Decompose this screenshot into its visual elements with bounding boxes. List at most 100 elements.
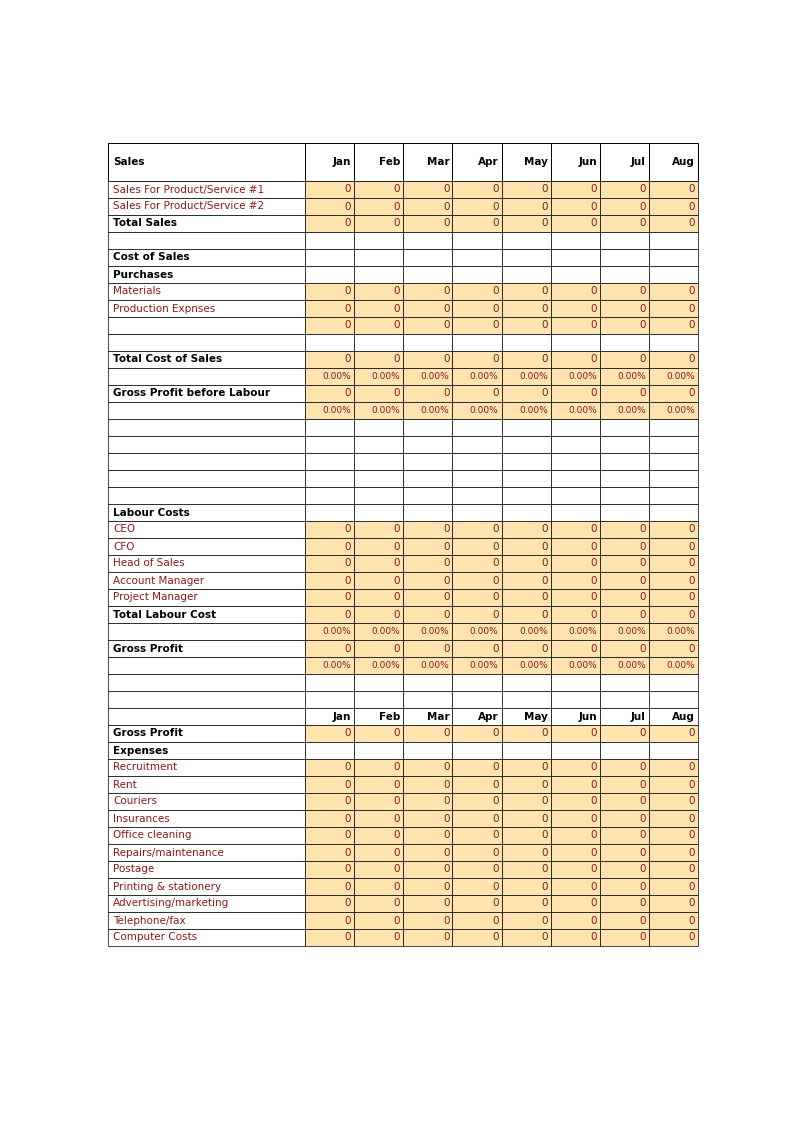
Text: 0: 0: [688, 592, 695, 602]
Text: 0.00%: 0.00%: [617, 406, 646, 415]
Bar: [108, 725, 305, 742]
Text: Sales: Sales: [113, 157, 145, 167]
Bar: [502, 232, 551, 250]
Bar: [649, 232, 698, 250]
Text: 0: 0: [590, 864, 597, 874]
Bar: [599, 674, 649, 691]
Bar: [599, 386, 649, 402]
Text: 0: 0: [541, 933, 548, 943]
Bar: [452, 368, 502, 386]
Bar: [502, 215, 551, 232]
Bar: [502, 402, 551, 419]
Bar: [305, 250, 354, 266]
Text: 0: 0: [590, 184, 597, 194]
Text: 0: 0: [344, 592, 351, 602]
Text: 0: 0: [344, 728, 351, 738]
Bar: [649, 487, 698, 504]
Bar: [649, 555, 698, 572]
Bar: [452, 810, 502, 827]
Text: 0.00%: 0.00%: [617, 372, 646, 381]
Bar: [403, 538, 452, 555]
Text: 0: 0: [443, 575, 449, 586]
Bar: [108, 317, 305, 334]
Bar: [452, 658, 502, 674]
Bar: [354, 232, 403, 250]
Text: 0: 0: [541, 644, 548, 653]
Bar: [403, 250, 452, 266]
Text: 0: 0: [688, 831, 695, 841]
Bar: [108, 878, 305, 895]
Bar: [452, 930, 502, 946]
Bar: [108, 658, 305, 674]
Bar: [354, 827, 403, 844]
Bar: [305, 232, 354, 250]
Text: 0: 0: [344, 831, 351, 841]
Bar: [354, 572, 403, 589]
Bar: [452, 522, 502, 538]
Text: 0: 0: [394, 898, 400, 908]
Bar: [551, 283, 599, 300]
Bar: [452, 334, 502, 351]
Text: 0: 0: [443, 916, 449, 925]
Bar: [403, 640, 452, 658]
Bar: [452, 453, 502, 470]
Bar: [305, 351, 354, 368]
Text: Rent: Rent: [113, 780, 137, 789]
Bar: [551, 674, 599, 691]
Text: 0: 0: [443, 898, 449, 908]
Bar: [305, 589, 354, 606]
Bar: [354, 436, 403, 453]
Bar: [305, 776, 354, 794]
Text: 0: 0: [590, 644, 597, 653]
Text: 0: 0: [541, 728, 548, 738]
Bar: [452, 912, 502, 930]
Text: 0: 0: [590, 728, 597, 738]
Bar: [354, 250, 403, 266]
Text: 0: 0: [344, 184, 351, 194]
Text: Recruitment: Recruitment: [113, 762, 177, 772]
Bar: [599, 283, 649, 300]
Bar: [502, 776, 551, 794]
Bar: [305, 317, 354, 334]
Bar: [452, 436, 502, 453]
Text: CFO: CFO: [113, 542, 134, 552]
Bar: [305, 810, 354, 827]
Text: 0: 0: [541, 881, 548, 891]
Bar: [649, 742, 698, 759]
Bar: [108, 351, 305, 368]
Text: 0: 0: [443, 933, 449, 943]
Text: 0: 0: [639, 525, 646, 535]
Bar: [403, 759, 452, 776]
Bar: [108, 232, 305, 250]
Bar: [354, 143, 403, 181]
Bar: [649, 861, 698, 878]
Text: 0: 0: [443, 184, 449, 194]
Bar: [649, 300, 698, 317]
Text: 0: 0: [492, 933, 498, 943]
Bar: [502, 317, 551, 334]
Bar: [403, 691, 452, 708]
Text: 0.00%: 0.00%: [421, 661, 449, 670]
Bar: [649, 776, 698, 794]
Text: 0: 0: [394, 354, 400, 364]
Text: 0: 0: [688, 218, 695, 228]
Bar: [452, 623, 502, 640]
Text: 0: 0: [443, 592, 449, 602]
Bar: [502, 725, 551, 742]
Bar: [452, 725, 502, 742]
Bar: [305, 215, 354, 232]
Bar: [354, 725, 403, 742]
Bar: [502, 606, 551, 623]
Bar: [354, 759, 403, 776]
Text: 0: 0: [541, 864, 548, 874]
Text: 0: 0: [443, 609, 449, 619]
Bar: [108, 742, 305, 759]
Text: 0: 0: [492, 780, 498, 789]
Bar: [305, 402, 354, 419]
Text: 0: 0: [639, 831, 646, 841]
Bar: [502, 487, 551, 504]
Bar: [551, 266, 599, 283]
Bar: [502, 810, 551, 827]
Bar: [354, 538, 403, 555]
Bar: [403, 419, 452, 436]
